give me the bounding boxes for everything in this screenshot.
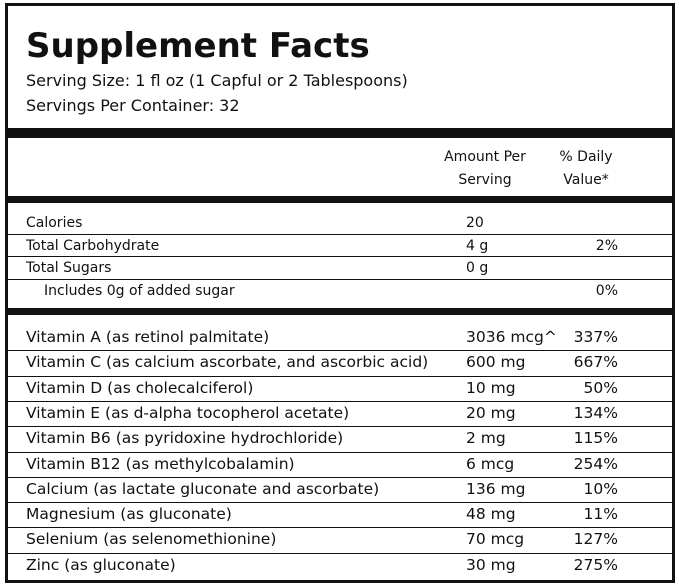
column-header: Serving xyxy=(458,172,512,188)
daily-value: 134% xyxy=(573,403,618,422)
amount: 0 g xyxy=(466,260,489,277)
row-line xyxy=(8,476,672,478)
daily-value: 337% xyxy=(573,328,618,346)
amount: 6 mcg xyxy=(466,454,515,473)
daily-value: 254% xyxy=(573,454,618,473)
amount: 2 mg xyxy=(466,429,506,448)
amount: 48 mg xyxy=(466,505,516,524)
daily-value: 50% xyxy=(583,378,618,397)
amount: 70 mcg xyxy=(466,530,525,549)
daily-value: 127% xyxy=(573,530,618,549)
nutrient-name: Calories xyxy=(26,215,83,231)
amount: 600 mg xyxy=(466,353,526,372)
title: Supplement Facts xyxy=(26,26,370,66)
amount: 20 xyxy=(466,215,484,231)
daily-value: 11% xyxy=(583,505,618,524)
amount: 3036 mcg^ xyxy=(466,328,557,346)
row-line xyxy=(8,527,672,529)
divider xyxy=(8,128,672,138)
row-line xyxy=(8,233,672,235)
daily-value: 115% xyxy=(573,429,618,448)
nutrient-name: Zinc (as gluconate) xyxy=(26,555,176,574)
nutrient-name: Total Carbohydrate xyxy=(26,237,160,254)
nutrient-name: Vitamin B6 (as pyridoxine hydrochloride) xyxy=(26,429,344,448)
amount: 10 mg xyxy=(466,378,516,397)
nutrient-name: Includes 0g of added sugar xyxy=(44,283,235,300)
nutrient-name: Magnesium (as gluconate) xyxy=(26,505,232,524)
nutrient-name: Vitamin E (as d-alpha tocopherol acetate… xyxy=(26,403,350,422)
serving-size: Serving Size: 1 fl oz (1 Capful or 2 Tab… xyxy=(26,71,408,90)
row-line xyxy=(8,451,672,453)
nutrient-name: Calcium (as lactate gluconate and ascorb… xyxy=(26,479,380,498)
row-line xyxy=(8,279,672,281)
nutrient-name: Vitamin C (as calcium ascorbate, and asc… xyxy=(26,353,429,372)
daily-value: 0% xyxy=(595,283,618,300)
amount: 136 mg xyxy=(466,479,526,498)
daily-value: 10% xyxy=(583,479,618,498)
supplement-label: Supplement Facts Serving Size: 1 fl oz (… xyxy=(5,3,675,583)
column-header: Value* xyxy=(563,172,609,188)
row-line xyxy=(8,400,672,402)
daily-value: 2% xyxy=(595,237,618,254)
column-header: Amount Per xyxy=(444,149,526,165)
amount: 4 g xyxy=(466,237,489,254)
row-line xyxy=(8,350,672,352)
servings-per-container: Servings Per Container: 32 xyxy=(26,96,240,115)
row-line xyxy=(8,552,672,554)
row-line xyxy=(8,375,672,377)
daily-value: 275% xyxy=(573,555,618,574)
nutrient-name: Vitamin B12 (as methylcobalamin) xyxy=(26,454,295,473)
row-line xyxy=(8,502,672,504)
divider xyxy=(8,308,672,315)
nutrient-name: Total Sugars xyxy=(26,260,112,277)
nutrient-name: Vitamin A (as retinol palmitate) xyxy=(26,328,270,346)
nutrient-name: Selenium (as selenomethionine) xyxy=(26,530,277,549)
row-line xyxy=(8,426,672,428)
divider xyxy=(8,196,672,203)
daily-value: 667% xyxy=(573,353,618,372)
column-header: % Daily xyxy=(559,149,613,165)
amount: 30 mg xyxy=(466,555,516,574)
amount: 20 mg xyxy=(466,403,516,422)
row-line xyxy=(8,256,672,258)
nutrient-name: Vitamin D (as cholecalciferol) xyxy=(26,378,254,397)
